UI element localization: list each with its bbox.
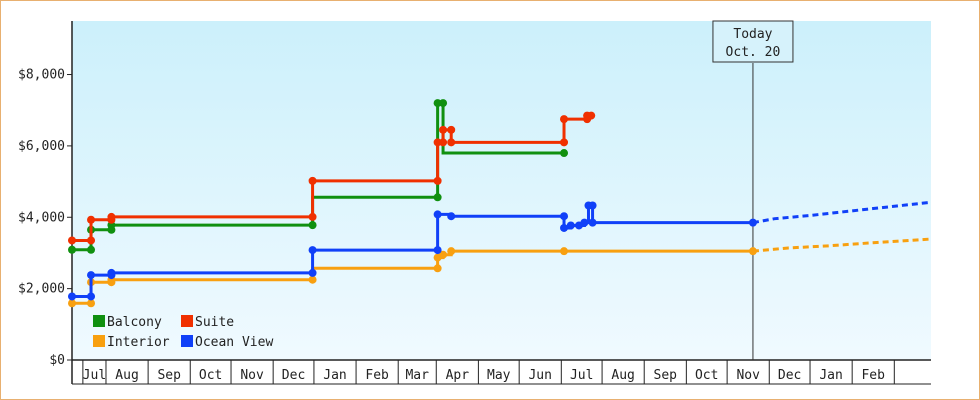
legend-label: Suite [195, 315, 234, 330]
data-point [433, 176, 442, 185]
y-tick-label: $8,000 [18, 68, 65, 83]
x-month-label: Apr [446, 368, 470, 383]
data-point [447, 212, 456, 221]
data-point [308, 275, 317, 284]
y-tick-label: $0 [49, 353, 65, 368]
x-month-label: Aug [115, 368, 138, 383]
data-point [439, 99, 448, 108]
data-point [560, 212, 569, 221]
data-point [68, 245, 76, 254]
data-point [433, 246, 442, 255]
data-point [308, 268, 317, 277]
x-month-label: Dec [282, 368, 305, 383]
data-point [107, 212, 116, 221]
data-point [560, 149, 569, 158]
series-ocean-view [68, 200, 932, 301]
x-month-label: Oct [199, 368, 222, 383]
legend-swatch [93, 315, 105, 327]
data-point [68, 292, 76, 301]
data-point [87, 299, 96, 308]
data-point [439, 250, 448, 259]
data-point [433, 264, 442, 273]
legend-swatch [181, 335, 193, 347]
y-tick-label: $4,000 [18, 210, 65, 225]
x-month-label: Nov [736, 368, 760, 383]
today-label: Today [733, 27, 772, 42]
data-point [447, 247, 456, 256]
series-interior [68, 237, 932, 308]
legend-label: Balcony [107, 315, 162, 330]
data-point [560, 115, 569, 124]
series-lines [68, 99, 932, 308]
data-point [87, 245, 96, 254]
x-month-label: Sep [157, 368, 181, 383]
data-point [68, 299, 76, 308]
legend-item: Suite [181, 315, 234, 330]
data-point [308, 221, 317, 230]
x-month-label: Feb [365, 368, 389, 383]
data-point [587, 111, 596, 120]
data-point [560, 247, 569, 256]
legend-swatch [93, 335, 105, 347]
data-point [87, 236, 96, 245]
x-month-label: Jul [570, 368, 593, 383]
x-month-label: Mar [405, 368, 429, 383]
data-point [433, 193, 442, 202]
x-month-label: May [487, 368, 511, 383]
x-month-label: Jan [819, 368, 842, 383]
y-tick-label: $2,000 [18, 282, 65, 297]
today-marker: Today Oct. 20 [712, 20, 794, 360]
today-label-box [712, 20, 794, 63]
x-month-label: Aug [611, 368, 634, 383]
data-point [433, 210, 442, 219]
data-point [68, 236, 76, 245]
data-point [580, 218, 589, 227]
legend: Balcony Suite Interior Ocean View [93, 315, 273, 350]
data-point [588, 201, 597, 210]
x-month-label: Jul [83, 368, 106, 383]
x-month-label: Dec [778, 368, 801, 383]
data-point [439, 125, 448, 134]
y-axis: $0 $2,000 $4,000 $6,000 $8,000 [18, 21, 73, 384]
data-point [447, 138, 456, 147]
series-suite [68, 111, 596, 245]
data-point [588, 218, 597, 227]
data-point [87, 292, 96, 301]
x-month-label: Jan [323, 368, 346, 383]
legend-item: Interior [93, 335, 170, 350]
legend-swatch [181, 315, 193, 327]
forecast-line [752, 200, 932, 225]
legend-label: Interior [107, 335, 170, 350]
data-point [566, 221, 575, 230]
y-tick-label: $6,000 [18, 139, 65, 154]
legend-item: Ocean View [181, 335, 273, 350]
data-point [87, 271, 96, 280]
data-point [748, 218, 757, 227]
data-point [107, 268, 116, 277]
plot-background [72, 21, 931, 360]
forecast-line [752, 237, 932, 253]
x-month-label: Sep [654, 368, 678, 383]
data-point [87, 215, 96, 224]
data-point [748, 247, 757, 256]
legend-item: Balcony [93, 315, 162, 330]
x-month-label: Oct [695, 368, 718, 383]
data-point [308, 212, 317, 221]
data-point [308, 246, 317, 255]
data-point [560, 223, 569, 232]
x-month-label: Nov [240, 368, 264, 383]
today-date-label: Oct. 20 [726, 45, 781, 60]
legend-label: Ocean View [195, 335, 273, 350]
data-point [447, 125, 456, 134]
data-point [439, 138, 448, 147]
x-month-label: Feb [861, 368, 885, 383]
data-point [560, 138, 569, 147]
x-axis: Jul Aug Sep Oct Nov Dec Jan Feb Mar Apr May Jun Jul A… [72, 359, 931, 385]
x-month-label: Jun [528, 368, 551, 383]
data-point [308, 176, 317, 185]
